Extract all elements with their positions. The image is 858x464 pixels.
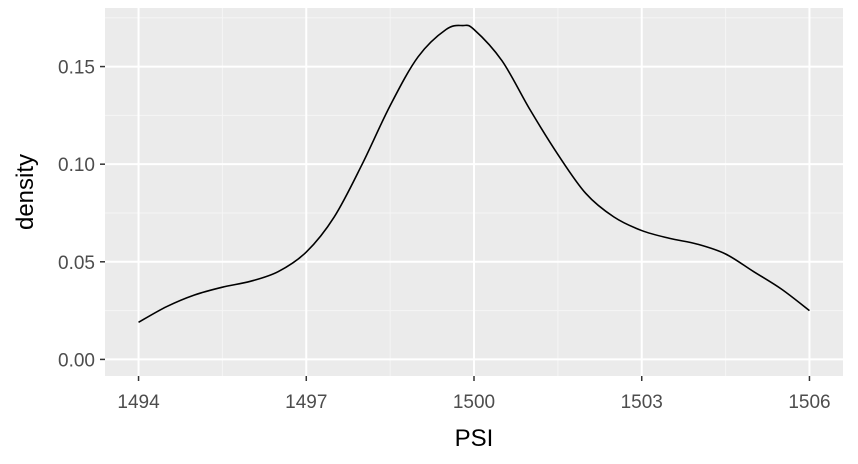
x-tick-label: 1494	[117, 392, 160, 413]
x-tick-label: 1506	[788, 392, 830, 413]
y-axis-title: density	[12, 154, 39, 230]
y-tick-label: 0.00	[58, 350, 95, 371]
y-tick-label: 0.15	[58, 58, 95, 79]
y-tick-label: 0.10	[58, 155, 95, 176]
major-gridlines	[105, 8, 843, 376]
y-tick-label: 0.05	[58, 253, 95, 274]
x-tick-label: 1497	[285, 392, 327, 413]
series-layer	[138, 24, 810, 324]
x-axis-title: PSI	[455, 425, 494, 452]
x-tick-label: 1503	[621, 392, 663, 413]
x-tick-label: 1500	[453, 392, 495, 413]
axis-ticks	[100, 65, 811, 381]
density-curve	[138, 24, 810, 324]
tick-labels: 1494 1497 1500 1503 1506 0.00 0.05 0.10 0.15	[58, 58, 831, 413]
